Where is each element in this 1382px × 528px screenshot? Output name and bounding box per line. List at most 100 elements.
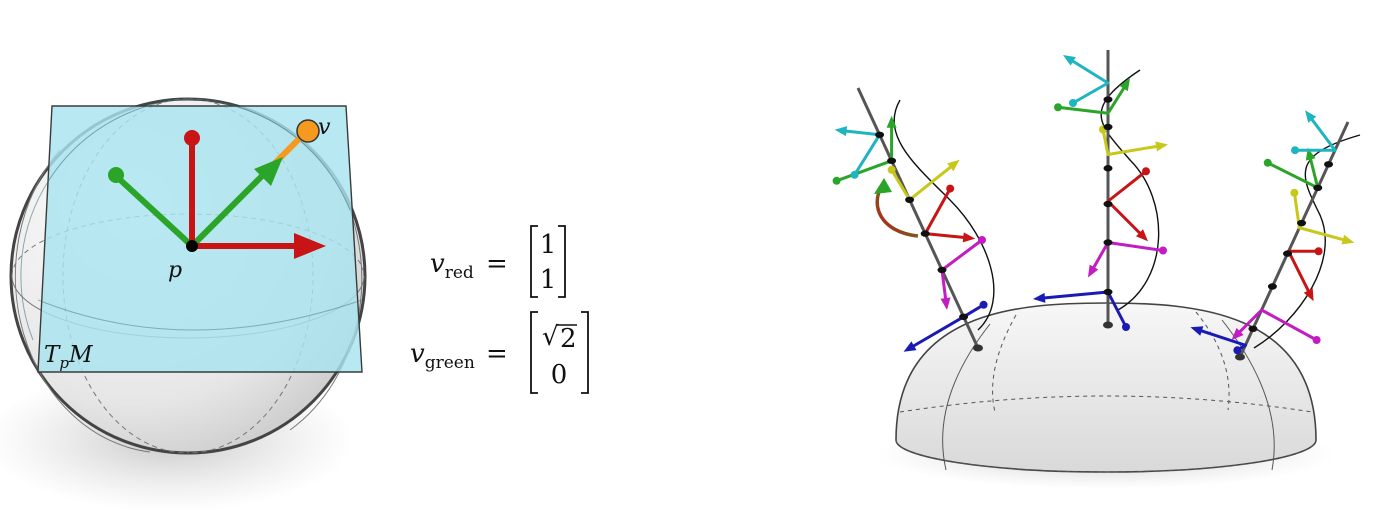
fiber-right-frame-10-head [1305,110,1317,123]
green-diagonal-vector [189,172,266,249]
bracket-right-red [558,225,566,298]
fiber-left-frame-11-tip [850,170,859,179]
fiber-center-frame-0-head [1033,292,1046,303]
fiber-left-frame-7-shaft [890,168,912,202]
fiber-center-frame-2-shaft [1092,241,1110,269]
fiber-right-frame-4-shaft [1287,249,1310,293]
base-point-p [186,240,198,252]
fiber-right-frame-6-shaft [1297,226,1345,242]
fiber-right-node-4 [1313,184,1323,191]
fiber-left-frame-5-shaft [923,187,952,236]
fiber-center-node-4 [1103,123,1113,131]
fiber-left-frame-2-head [940,297,951,310]
fiber-left-frame-1-tip [979,300,988,309]
green-vector-upper-left [113,173,195,249]
fiber-left-frame-0-shaft [912,315,966,348]
fiber-center-frame-8-head [1119,78,1130,92]
fiber-right-frame-5-tip [1314,247,1323,256]
fiber-center-frame-2-head [1088,264,1099,278]
fiber-left-frame-4-head [962,232,976,243]
fiber-center-frame-9-tip [1054,103,1062,112]
equator-through-plane [37,299,363,331]
fiber-left-node-3 [905,196,915,203]
fiber-left-frame-6-shaft [908,165,952,202]
fiber-right-axis [1238,121,1350,358]
red-vertical-tip [184,130,200,146]
fiber-right-helix-curve [1253,134,1361,349]
equations: vred = 1 1 vgreen = √ 2 0 [410,225,589,394]
fiber-left-node-5 [875,131,885,138]
orange-vector-tip [296,119,320,143]
fiber-center-frame-5-shaft [1106,169,1148,203]
fiber-right-frame-3-tip [1312,336,1321,344]
fiber-left-frame-9-tip [832,176,841,185]
fiber-right-frame-8-shaft [1309,157,1320,190]
fiber-right-frame-9-shaft [1266,161,1320,190]
svg-text:vgreen: vgreen [410,339,475,373]
fiber-center-frame-3-shaft [1106,241,1165,252]
bracket-left-green [530,311,538,394]
svg-text:2: 2 [560,324,577,354]
fiber-right-node-1 [1267,283,1277,290]
fiber-left-frame-8-head [886,115,897,128]
fiber-left-axis [856,87,980,349]
svg-text:0: 0 [551,360,568,390]
fiber-left-frame-11-shaft [853,133,882,177]
fiber-left-frame-3-tip [978,236,986,244]
fiber-right-frame-2-head [1231,327,1244,340]
svg-text:vred: vred [430,249,474,283]
fiber-right-frame-6-head [1341,234,1355,245]
equation-red: vred = 1 1 [430,225,566,298]
fiber-center-frame-10-shaft [1071,59,1110,85]
fiber-left-frame-5-tip [946,184,955,193]
transport-arrow [875,185,919,238]
fiber-center-frame-10-head [1063,55,1076,66]
fiber-right-node-3 [1297,219,1307,227]
green-diagonal-arrowhead [254,157,283,186]
fiber-center-frame-0-shaft [1043,290,1110,300]
fiber-center-node-1 [1103,239,1113,246]
right-figure [832,50,1361,489]
fiber-right-frame-0-head [1190,326,1204,336]
fiber-left-frame-10-shaft [845,129,882,137]
transport-arrowhead [874,178,892,194]
fiber-center-frame-11-shaft [1071,81,1110,105]
fiber-left-frame-7-tip [887,165,896,174]
equation-green: vgreen = √ 2 0 [410,311,589,394]
fiber-center-frame-4-shaft [1106,199,1142,235]
fiber-right-base-point [1235,353,1245,361]
svg-text:√: √ [542,322,559,352]
fiber-center-frame-7-shaft [1101,128,1110,156]
left-figure: p v TpM [0,97,367,512]
fiber-center-base-point [1103,321,1113,329]
fiber-right-frame-0-shaft [1200,329,1247,347]
fiber-center-frame-1-shaft [1106,290,1128,329]
fiber-center-node-3 [1103,165,1113,172]
tangent-plane-label: TpM [44,342,94,372]
fiber-right-frame-9-tip [1263,158,1272,167]
svg-text:1: 1 [540,265,557,295]
point-label-p: p [168,258,182,283]
fiber-center-frame-4-head [1135,229,1148,242]
fiber-center-frame-8-shaft [1106,86,1126,115]
svg-text:=: = [486,249,508,279]
fiber-center-helix-curve [1100,69,1160,311]
fiber-left-frame-3-shaft [940,238,984,272]
fiber-left-node-2 [920,230,930,237]
fiber-center-node-0 [1103,288,1113,296]
fiber-center-node-5 [1103,96,1113,103]
fiber-right-frame-1-tip [1233,346,1242,355]
fiber-left-frame-0-head [903,341,917,352]
fiber-left-node-4 [887,157,897,164]
red-horizontal-arrowhead [294,233,326,259]
fiber-center-frame-6-shaft [1106,144,1158,156]
fiber-left-frame-9-shaft [835,159,894,183]
fiber-center-node-2 [1103,200,1113,208]
fiber-right-frame-3-shaft [1260,308,1319,342]
vector-label-v: v [318,115,331,140]
fiber-left-frame-2-shaft [940,268,948,300]
fiber-right-frame-4-head [1303,288,1314,302]
fiber-center-frame-11-tip [1069,99,1077,107]
fiber-right-node-0 [1248,325,1258,332]
